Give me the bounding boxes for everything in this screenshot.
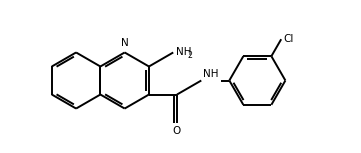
- Text: NH: NH: [176, 47, 192, 58]
- Text: 2: 2: [187, 51, 192, 60]
- Text: Cl: Cl: [283, 34, 293, 44]
- Text: O: O: [173, 126, 181, 136]
- Text: N: N: [121, 38, 129, 49]
- Text: NH: NH: [203, 69, 219, 78]
